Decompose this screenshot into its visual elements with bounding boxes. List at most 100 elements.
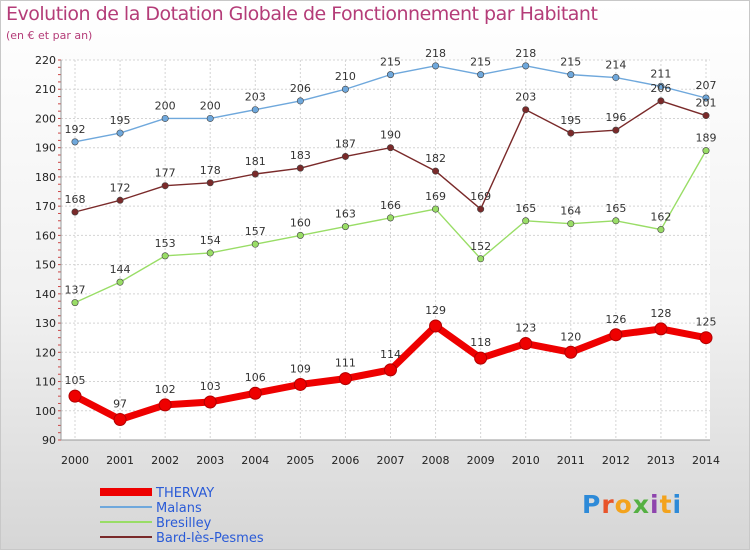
data-label-bresilley: 154 xyxy=(200,234,221,247)
data-label-thervay: 120 xyxy=(560,330,581,343)
proxiti-logo: Proxiti xyxy=(582,490,683,519)
data-point-bresilley xyxy=(296,231,304,239)
data-label-malans: 218 xyxy=(515,47,536,60)
data-label-bard-l-s-pesmes: 182 xyxy=(425,152,446,165)
x-tick-label: 2010 xyxy=(512,454,540,467)
chart-subtitle: (en € et par an) xyxy=(6,29,93,42)
data-point-malans xyxy=(71,138,79,146)
data-point-malans xyxy=(477,71,485,79)
data-point-bresilley xyxy=(477,255,485,263)
data-label-bard-l-s-pesmes: 178 xyxy=(200,164,221,177)
data-label-bard-l-s-pesmes: 168 xyxy=(65,193,86,206)
data-label-bresilley: 163 xyxy=(335,208,356,221)
legend-label-thervay: THERVAY xyxy=(155,486,214,501)
data-point-bard-l-s-pesmes xyxy=(71,208,79,216)
x-tick-label: 2008 xyxy=(422,454,450,467)
x-tick-label: 2013 xyxy=(647,454,675,467)
data-label-bard-l-s-pesmes: 201 xyxy=(696,97,717,110)
data-label-malans: 192 xyxy=(65,123,86,136)
data-label-bresilley: 157 xyxy=(245,225,266,238)
data-label-bresilley: 165 xyxy=(515,202,536,215)
data-label-malans: 215 xyxy=(470,56,491,69)
y-tick-label: 190 xyxy=(35,142,56,155)
data-point-bresilley xyxy=(206,249,214,257)
data-label-malans: 195 xyxy=(110,114,131,127)
data-label-bresilley: 164 xyxy=(560,205,581,218)
data-point-thervay xyxy=(429,319,443,333)
data-label-malans: 206 xyxy=(290,82,311,95)
data-label-bard-l-s-pesmes: 183 xyxy=(290,149,311,162)
data-label-thervay: 103 xyxy=(200,380,221,393)
data-label-bresilley: 160 xyxy=(290,216,311,229)
data-point-malans xyxy=(161,114,169,122)
data-point-thervay xyxy=(654,322,668,336)
data-point-thervay xyxy=(248,386,262,400)
data-label-thervay: 126 xyxy=(605,313,626,326)
y-tick-label: 120 xyxy=(35,346,56,359)
data-point-malans xyxy=(612,74,620,82)
legend-label-malans: Malans xyxy=(156,501,202,516)
data-point-malans xyxy=(386,71,394,79)
x-tick-label: 2006 xyxy=(331,454,359,467)
data-label-bresilley: 153 xyxy=(155,237,176,250)
y-tick-label: 180 xyxy=(35,171,56,184)
data-label-malans: 214 xyxy=(605,59,626,72)
x-tick-label: 2000 xyxy=(61,454,89,467)
data-label-thervay: 118 xyxy=(470,336,491,349)
data-point-thervay xyxy=(158,398,172,412)
data-label-thervay: 129 xyxy=(425,304,446,317)
y-tick-label: 150 xyxy=(35,259,56,272)
data-point-thervay xyxy=(699,331,713,345)
data-label-thervay: 105 xyxy=(65,374,86,387)
data-label-thervay: 125 xyxy=(696,316,717,329)
data-point-malans xyxy=(206,114,214,122)
x-tick-label: 2012 xyxy=(602,454,630,467)
data-label-bresilley: 137 xyxy=(65,284,86,297)
x-tick-label: 2007 xyxy=(377,454,405,467)
data-point-thervay xyxy=(68,389,82,403)
data-label-bard-l-s-pesmes: 196 xyxy=(605,111,626,124)
y-tick-label: 100 xyxy=(35,405,56,418)
x-tick-label: 2005 xyxy=(286,454,314,467)
data-label-bresilley: 162 xyxy=(650,211,671,224)
data-point-thervay xyxy=(519,337,533,351)
x-tick-label: 2011 xyxy=(557,454,585,467)
data-point-bard-l-s-pesmes xyxy=(522,106,530,114)
data-label-bresilley: 189 xyxy=(696,132,717,145)
data-label-thervay: 102 xyxy=(155,383,176,396)
y-tick-label: 220 xyxy=(35,54,56,67)
data-label-bard-l-s-pesmes: 206 xyxy=(650,82,671,95)
y-tick-label: 170 xyxy=(35,200,56,213)
data-label-malans: 210 xyxy=(335,70,356,83)
data-label-thervay: 128 xyxy=(650,307,671,320)
data-point-malans xyxy=(341,85,349,93)
data-point-thervay xyxy=(609,328,623,342)
data-point-bard-l-s-pesmes xyxy=(567,129,575,137)
data-point-bard-l-s-pesmes xyxy=(296,164,304,172)
data-point-malans xyxy=(432,62,440,70)
data-point-malans xyxy=(296,97,304,105)
data-label-thervay: 97 xyxy=(113,398,127,411)
data-label-malans: 218 xyxy=(425,47,446,60)
y-tick-label: 210 xyxy=(35,83,56,96)
data-point-malans xyxy=(657,82,665,90)
data-point-bresilley xyxy=(612,217,620,225)
data-label-bresilley: 144 xyxy=(110,263,131,276)
y-tick-label: 130 xyxy=(35,317,56,330)
data-point-bresilley xyxy=(567,220,575,228)
data-point-bard-l-s-pesmes xyxy=(386,144,394,152)
data-point-bresilley xyxy=(71,299,79,307)
data-point-thervay xyxy=(113,413,127,427)
plot-area xyxy=(61,60,710,440)
y-tick-label: 140 xyxy=(35,288,56,301)
legend-label-bresilley: Bresilley xyxy=(156,516,212,531)
x-tick-label: 2014 xyxy=(692,454,720,467)
data-label-bresilley: 169 xyxy=(425,190,446,203)
data-point-bard-l-s-pesmes xyxy=(341,152,349,160)
x-tick-label: 2003 xyxy=(196,454,224,467)
x-tick-label: 2004 xyxy=(241,454,269,467)
data-label-bard-l-s-pesmes: 187 xyxy=(335,137,356,150)
y-tick-label: 110 xyxy=(35,376,56,389)
data-label-bard-l-s-pesmes: 195 xyxy=(560,114,581,127)
